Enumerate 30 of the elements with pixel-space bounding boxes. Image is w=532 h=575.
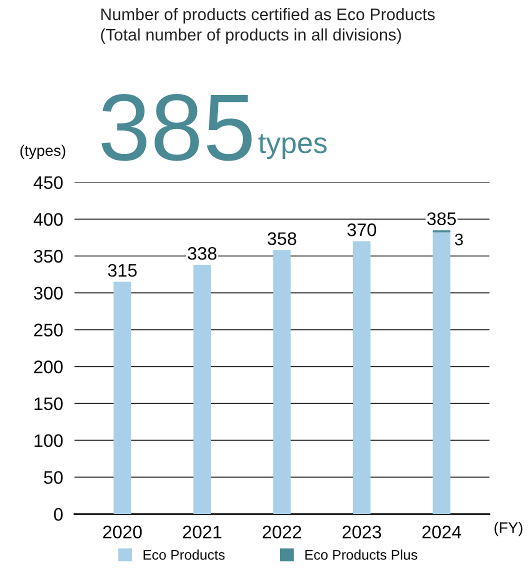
x-tick-label: 2022 xyxy=(262,526,302,538)
total-label: 358 xyxy=(268,232,296,246)
y-tick-label: 350 xyxy=(34,250,63,263)
y-tick-label: 0 xyxy=(54,508,63,521)
y-tick-label: 200 xyxy=(34,360,63,374)
x-tick-label: 2020 xyxy=(103,526,142,538)
data-label: 3 xyxy=(454,234,463,246)
y-tick-label: 400 xyxy=(34,213,63,226)
text: 385 xyxy=(102,94,252,161)
y-tick-label: 50 xyxy=(44,471,63,484)
x-tick-label: 2024 xyxy=(422,526,462,538)
x-tick-label: 2023 xyxy=(342,526,382,538)
bar xyxy=(432,232,450,514)
x-axis-title: (FY) xyxy=(494,522,522,536)
y-tick-label: 150 xyxy=(34,397,63,410)
x-tick-label: 2021 xyxy=(182,526,222,538)
y-tick-label: 300 xyxy=(34,286,63,300)
legend-label: Eco Products xyxy=(144,550,225,560)
bar xyxy=(193,264,211,514)
total-label: 338 xyxy=(188,247,216,260)
y-tick-label: 450 xyxy=(34,176,63,189)
text: types xyxy=(258,134,327,160)
chart-title: Number of products certified as Eco Products (Total number of products in all divisions) xyxy=(101,8,435,44)
y-tick-label: 100 xyxy=(34,434,63,448)
y-axis-title: (types) xyxy=(20,144,66,160)
legend-label: Eco Products Plus xyxy=(305,550,418,560)
total-label: 385 xyxy=(427,212,456,226)
total-label: 315 xyxy=(108,264,137,277)
total-label: 370 xyxy=(347,223,376,236)
y-tick-label: 250 xyxy=(34,324,63,336)
